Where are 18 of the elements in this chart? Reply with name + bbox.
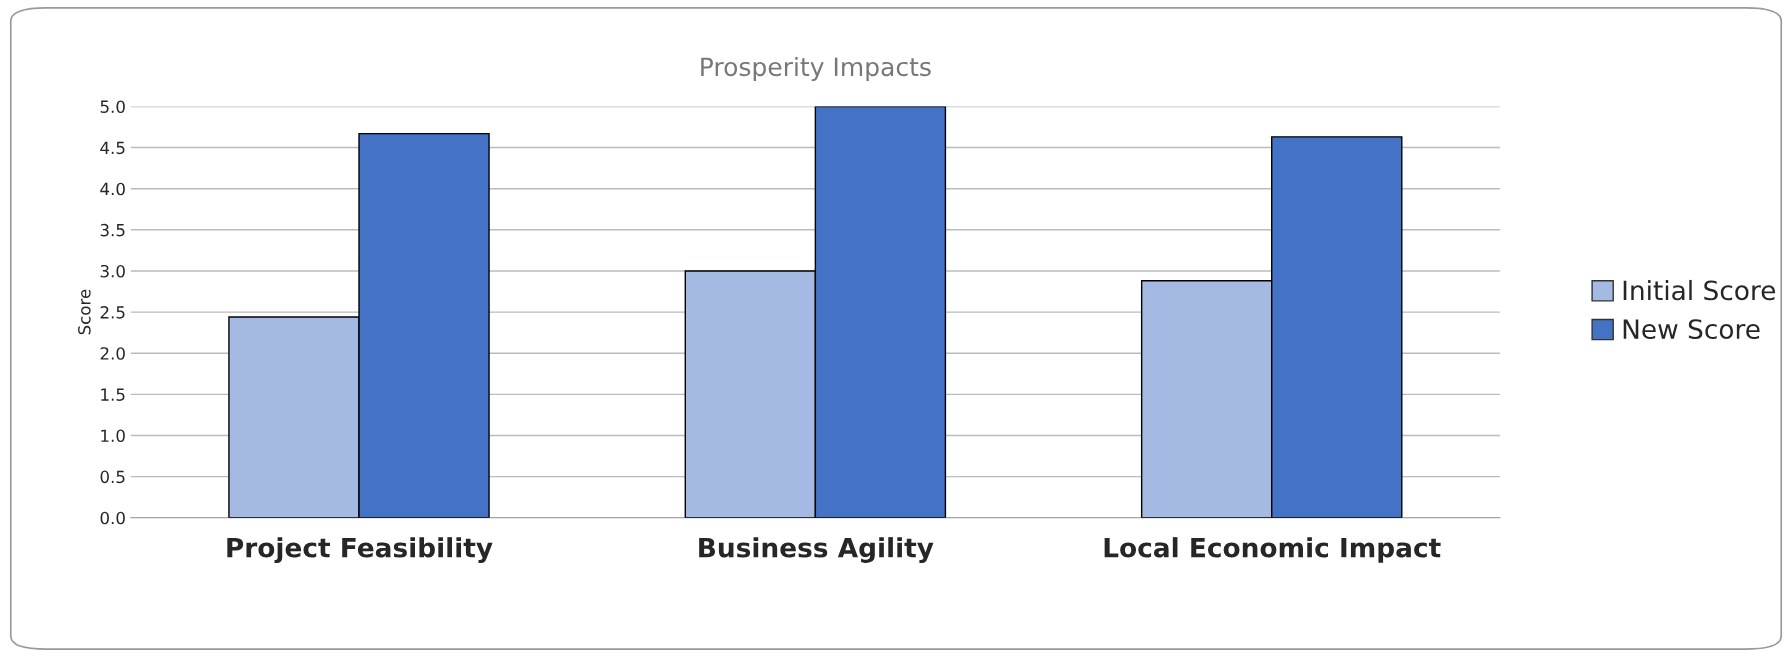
y-tick-label: 3.0 xyxy=(100,264,125,278)
y-tick-label: 2.0 xyxy=(100,347,125,360)
y-tick-label: 0.0 xyxy=(100,511,125,525)
y-tick-label: 1.0 xyxy=(101,429,125,443)
y-tick-label: 1.5 xyxy=(101,388,125,401)
legend-label: New Score xyxy=(1623,319,1760,340)
y-tick-label: 0.5 xyxy=(100,470,125,484)
x-tick-label: Business Agility xyxy=(699,537,934,563)
legend-label: Initial Score xyxy=(1623,279,1776,301)
y-axis-title: Score xyxy=(78,289,91,335)
x-tick-label: Local Economic Impact xyxy=(1104,537,1441,563)
y-tick-label: 4.5 xyxy=(100,141,125,155)
y-tick-label: 3.5 xyxy=(100,223,125,237)
y-tick-label: 2.5 xyxy=(100,306,125,319)
x-tick-label: Project Feasibility xyxy=(227,537,493,563)
y-tick-label: 5.0 xyxy=(100,100,125,113)
chart-title: Prosperity Impacts xyxy=(701,56,931,82)
y-tick-label: 4.0 xyxy=(100,182,125,196)
